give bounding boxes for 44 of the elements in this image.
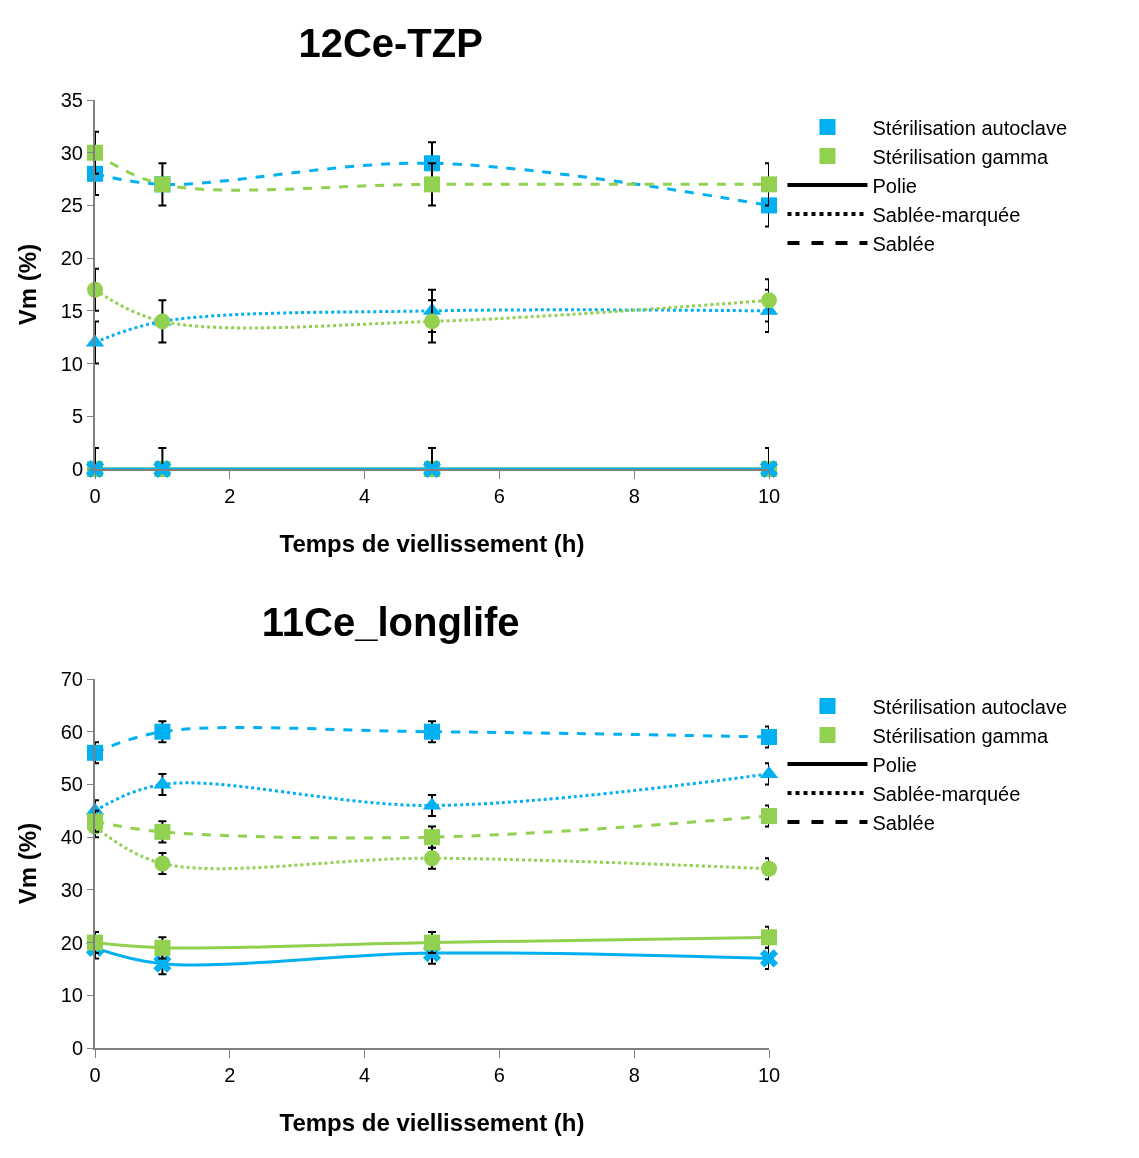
x-tick-label: 8 <box>628 1064 640 1086</box>
y-tick-label: 30 <box>60 141 83 164</box>
y-tick-label: 35 <box>60 89 83 111</box>
x-tick-label: 4 <box>359 485 371 507</box>
y-tick-label: 0 <box>71 1037 83 1059</box>
chart-title: 11Ce_longlife <box>261 599 520 644</box>
chart-title: 12Ce-TZP <box>298 20 483 65</box>
y-tick-label: 20 <box>60 931 83 954</box>
y-tick-label: 30 <box>60 878 83 901</box>
y-tick-label: 20 <box>60 247 83 270</box>
x-tick-label: 2 <box>224 485 236 507</box>
legend-label: Sablée-marquée <box>872 203 1021 226</box>
x-tick-label: 0 <box>89 485 101 507</box>
y-tick-label: 60 <box>60 720 83 743</box>
legend-label: Stérilisation autoclave <box>872 695 1068 718</box>
legend-label: Stérilisation gamma <box>872 724 1049 747</box>
x-tick-label: 10 <box>757 485 781 507</box>
x-axis-title: Temps de viellissement (h) <box>279 530 585 557</box>
legend-label: Stérilisation autoclave <box>872 116 1068 139</box>
legend-label: Sablée-marquée <box>872 782 1021 805</box>
x-tick-label: 8 <box>628 485 640 507</box>
y-tick-label: 10 <box>60 984 83 1007</box>
y-axis-title: Vm (%) <box>14 243 41 326</box>
x-tick-label: 0 <box>89 1064 101 1086</box>
y-tick-label: 5 <box>71 405 83 428</box>
x-tick-label: 6 <box>493 485 505 507</box>
y-tick-label: 10 <box>60 352 83 375</box>
y-axis-title: Vm (%) <box>14 822 41 905</box>
y-tick-label: 70 <box>60 668 83 690</box>
y-tick-label: 40 <box>60 826 83 849</box>
legend-label: Polie <box>872 174 917 197</box>
x-tick-label: 4 <box>359 1064 371 1086</box>
y-tick-label: 15 <box>60 299 83 322</box>
legend-label: Sablée <box>872 811 935 834</box>
legend-label: Polie <box>872 753 917 776</box>
y-tick-label: 50 <box>60 773 83 796</box>
x-tick-label: 10 <box>757 1064 781 1086</box>
x-axis-title: Temps de viellissement (h) <box>279 1109 585 1136</box>
y-tick-label: 0 <box>71 458 83 480</box>
x-tick-label: 2 <box>224 1064 236 1086</box>
legend-label: Sablée <box>872 232 935 255</box>
x-tick-label: 6 <box>493 1064 505 1086</box>
legend-label: Stérilisation gamma <box>872 145 1049 168</box>
y-tick-label: 25 <box>60 194 83 217</box>
